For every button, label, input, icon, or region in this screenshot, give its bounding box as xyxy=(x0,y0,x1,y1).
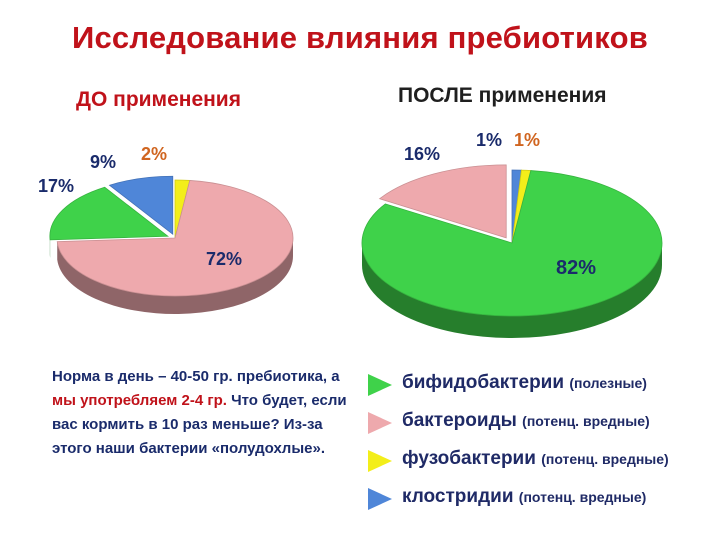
before-chart-title: ДО применения xyxy=(76,88,241,111)
note-part-2: мы употребляем 2-4 гр. xyxy=(52,392,227,409)
legend-label: клостридии (потенц. вредные) xyxy=(402,486,647,507)
note-text: Норма в день – 40-50 гр. пребиотика, а м… xyxy=(52,365,352,461)
page-title: Исследование влияния пребиотиков xyxy=(72,20,648,55)
pie-side-bacteroides xyxy=(57,238,293,314)
green-triangle-icon xyxy=(368,374,392,396)
pie-label-bifido: 82% xyxy=(556,257,596,279)
legend-label: бактероиды (потенц. вредные) xyxy=(402,410,650,431)
legend-label: бифидобактерии (полезные) xyxy=(402,372,647,393)
pie-slice-bifido xyxy=(49,186,169,241)
pie-slice-bacteroides xyxy=(56,180,294,297)
pie-label-clostridia: 9% xyxy=(90,152,116,172)
pie-slice-bacteroides xyxy=(378,164,507,239)
pie-label-bacteroides: 16% xyxy=(404,144,440,164)
note-part-3: Что будет, если вас кормить в 10 раз мен… xyxy=(52,392,347,457)
pie-slice-clostridia xyxy=(108,175,174,236)
pie-label-fuso: 2% xyxy=(141,144,167,164)
pie-label-bacteroides: 72% xyxy=(206,249,242,269)
pie-label-fuso: 1% xyxy=(514,130,540,150)
blue-triangle-icon xyxy=(368,488,392,510)
note-part-1: Норма в день – 40-50 гр. пребиотика, а xyxy=(52,368,340,385)
pie-chart-before: 17% 72% 2% 9% xyxy=(38,144,294,314)
pink-triangle-icon xyxy=(368,412,392,434)
after-chart-title: ПОСЛЕ применения xyxy=(398,84,607,107)
pie-side-bifido xyxy=(362,243,662,338)
pie-chart-after: 82% 16% 1% 1% xyxy=(361,130,663,338)
pie-label-bifido: 17% xyxy=(38,176,74,196)
legend-label: фузобактерии (потенц. вредные) xyxy=(402,448,669,469)
pie-label-clostridia: 1% xyxy=(476,130,502,150)
yellow-triangle-icon xyxy=(368,450,392,472)
pie-slice-bifido xyxy=(361,170,663,317)
